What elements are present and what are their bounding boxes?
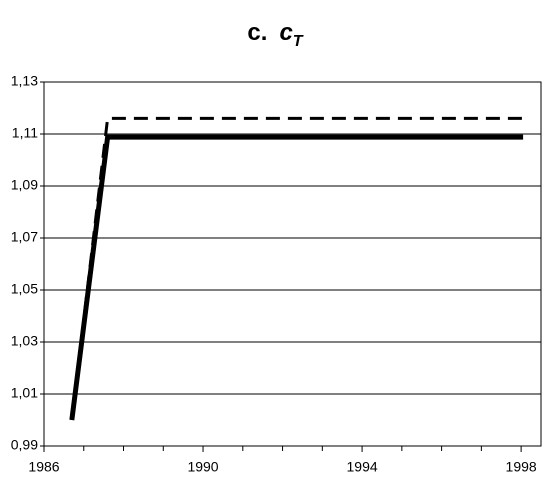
x-tick-label: 1986 (28, 459, 59, 475)
title-subscript: T (293, 33, 304, 50)
solid-line (69, 134, 524, 421)
y-tick-label: 1,01 (11, 385, 38, 401)
dashed-line (70, 116, 524, 421)
title-prefix: c. (247, 19, 267, 46)
y-tick-label: 0,99 (11, 437, 38, 453)
x-tick-label: 1990 (187, 459, 218, 475)
y-tick-label: 1,09 (11, 177, 38, 193)
chart-title: c. cT (247, 19, 303, 50)
title-symbol: c (279, 19, 292, 46)
x-tick-label: 1998 (506, 459, 537, 475)
y-tick-label: 1,07 (11, 229, 38, 245)
x-tick-label: 1994 (347, 459, 378, 475)
plot-frame (43, 81, 542, 447)
y-tick-label: 1,13 (11, 73, 38, 89)
y-tick-label: 1,05 (11, 281, 38, 297)
y-tick-label: 1,03 (11, 333, 38, 349)
y-tick-label: 1,11 (12, 125, 38, 141)
